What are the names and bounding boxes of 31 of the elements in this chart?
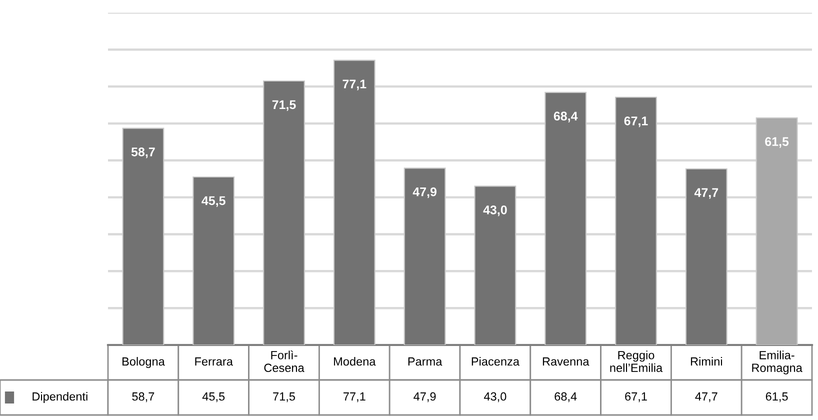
text: 67,1 — [624, 116, 648, 128]
data-label: 68,4 — [554, 392, 577, 402]
data-label: 71,5 — [273, 392, 295, 402]
data-label: 43,0 — [484, 392, 506, 402]
data-label: 47,9 — [414, 392, 436, 402]
x-tick-label: Piacenza — [472, 356, 520, 366]
text: 61,5 — [765, 137, 789, 148]
text: 45,5 — [202, 196, 226, 207]
text: 68,4 — [554, 112, 578, 122]
data-label: 67,1 — [625, 392, 647, 402]
text: 47,7 — [694, 188, 718, 199]
legend-label: Dipendenti — [32, 392, 88, 404]
x-tick-label: Parma — [408, 357, 442, 366]
text: 77,1 — [342, 80, 366, 90]
x-tick-label: Modena — [334, 356, 376, 366]
text: 47,9 — [412, 187, 436, 198]
data-label: 77,1 — [344, 392, 366, 402]
x-tick-label: Ferrara — [195, 357, 233, 366]
data-label: 45,5 — [202, 392, 225, 402]
data-label: 61,5 — [766, 392, 788, 402]
x-tick-label: Ravenna — [542, 357, 590, 366]
x-tick-label: Bologna — [122, 356, 165, 368]
x-tick-label: Forlì- Cesena — [264, 350, 304, 372]
x-tick-label: Rimini — [690, 356, 722, 366]
text: 43,0 — [483, 205, 507, 216]
data-label: 58,7 — [132, 392, 154, 402]
text: 71,5 — [272, 100, 296, 111]
x-tick-label: Reggio nell’Emilia — [610, 350, 663, 372]
data-label: 47,7 — [695, 392, 718, 402]
text: 58,7 — [131, 148, 155, 158]
x-tick-label: Emilia- Romagna — [752, 350, 802, 374]
